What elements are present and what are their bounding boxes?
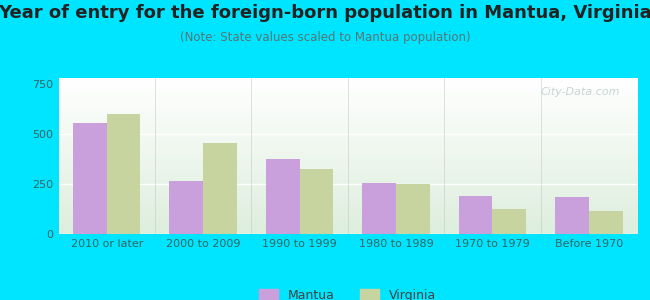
Bar (362, 183, 396, 234)
Text: City-Data.com: City-Data.com (540, 87, 619, 98)
Bar (203, 143, 237, 234)
Bar (459, 196, 493, 234)
Bar (300, 169, 333, 234)
Text: Year of entry for the foreign-born population in Mantua, Virginia: Year of entry for the foreign-born popul… (0, 4, 650, 22)
Bar (107, 114, 140, 234)
Bar (493, 209, 526, 234)
Bar (170, 181, 203, 234)
Legend: Mantua, Virginia: Mantua, Virginia (254, 284, 441, 300)
Bar (73, 123, 107, 234)
Text: (Note: State values scaled to Mantua population): (Note: State values scaled to Mantua pop… (179, 32, 471, 44)
Bar (589, 211, 623, 234)
Bar (266, 159, 300, 234)
Bar (396, 184, 430, 234)
Bar (555, 197, 589, 234)
